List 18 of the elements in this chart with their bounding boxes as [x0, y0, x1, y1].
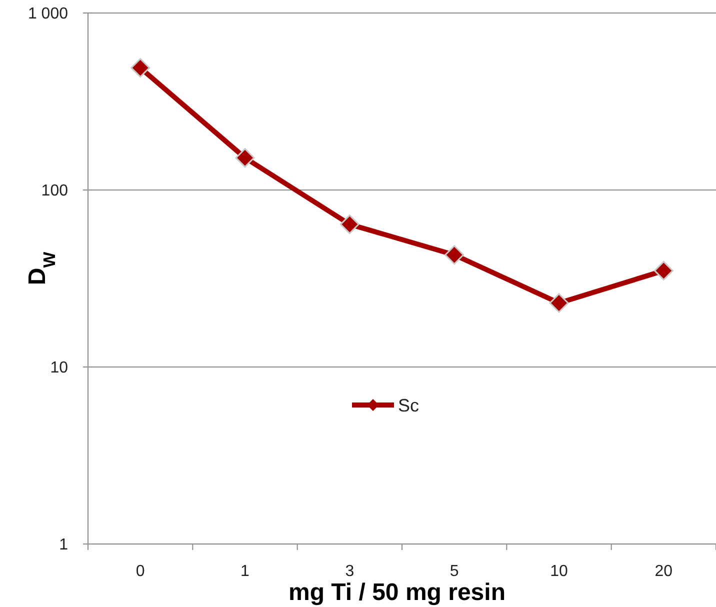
- point: [130, 58, 150, 78]
- x-tick-label: 10: [550, 563, 568, 580]
- x-tick-label: 20: [654, 563, 673, 580]
- x-axis-title: mg Ti / 50 mg resin: [288, 579, 506, 606]
- y-tick-label: 10: [50, 360, 68, 377]
- y-tick-label: 100: [41, 182, 68, 200]
- point: [654, 260, 674, 280]
- y-tick-label: 1: [59, 536, 68, 554]
- y-tick-label: 1 000: [28, 6, 68, 23]
- point: [235, 148, 255, 168]
- x-tick-label: 5: [450, 563, 459, 580]
- legend-label: Sc: [398, 395, 420, 416]
- point: [549, 293, 569, 313]
- point: [444, 245, 464, 265]
- x-tick-label: 1: [240, 563, 250, 580]
- point: [340, 214, 360, 234]
- x-tick-label: 0: [136, 563, 145, 580]
- x-tick-label: 3: [345, 563, 354, 580]
